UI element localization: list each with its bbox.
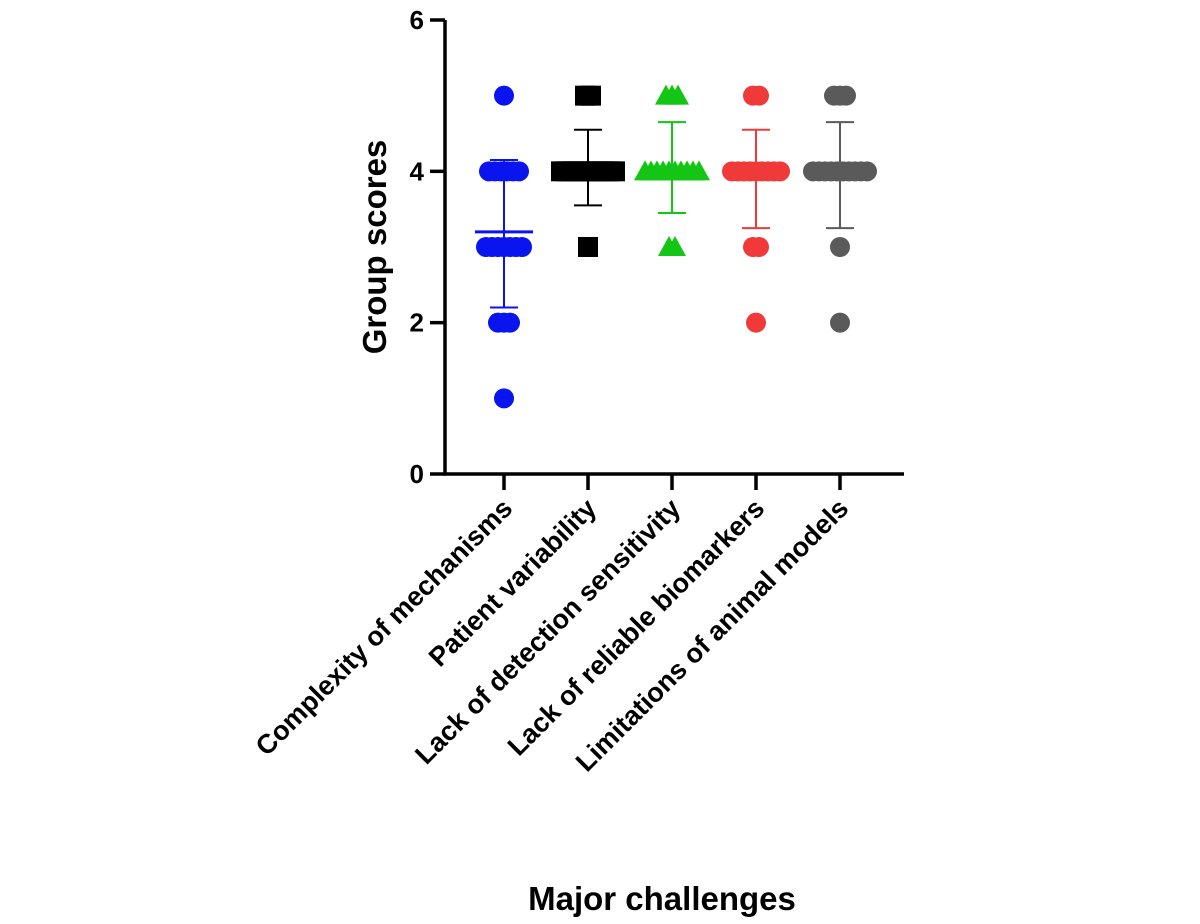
data-point: [830, 237, 850, 257]
data-point: [688, 160, 710, 181]
data-point: [578, 237, 598, 257]
data-point: [509, 161, 529, 182]
data-point: [749, 85, 769, 106]
data-point: [494, 85, 514, 106]
x-axis-title: Major challenges: [528, 880, 796, 917]
data-point: [667, 84, 689, 105]
data-point: [746, 312, 766, 333]
data-point: [770, 161, 790, 182]
data-point: [605, 161, 625, 182]
data-point: [664, 236, 686, 256]
data-point: [836, 85, 856, 106]
data-point: [581, 85, 601, 106]
y-axis-title: Group scores: [356, 140, 393, 355]
y-tick-label: 4: [410, 156, 425, 186]
y-tick-label: 2: [410, 308, 424, 338]
data-point: [494, 388, 514, 409]
y-tick-label: 0: [410, 459, 424, 489]
y-tick-label: 6: [410, 5, 424, 35]
data-point: [500, 312, 520, 333]
data-point: [830, 312, 850, 333]
data-point: [512, 237, 532, 257]
plot-area: [475, 84, 877, 409]
data-point: [749, 237, 769, 257]
